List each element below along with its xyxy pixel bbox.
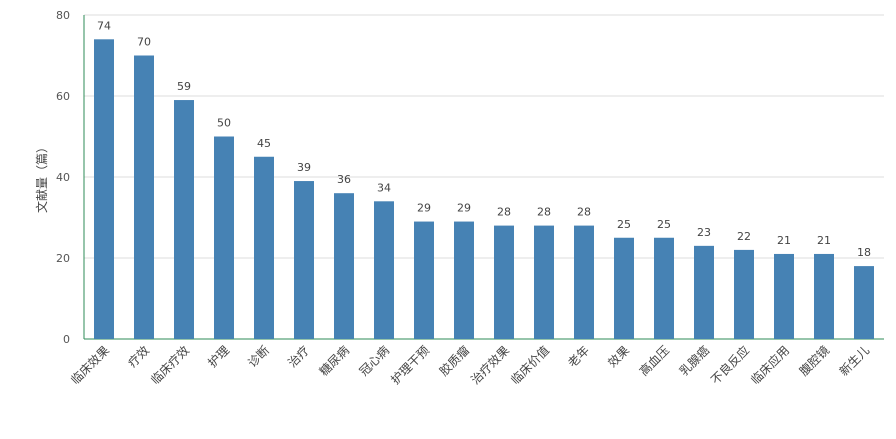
- data-label: 70: [137, 36, 151, 49]
- category-label: 疗效: [125, 343, 153, 371]
- category-labels: 临床效果 疗效临床疗效 护理 诊断 治疗 糖尿病 冠心病护理干预 胶质瘤治疗效果临床价值 老年效…: [68, 343, 873, 388]
- data-label: 59: [177, 80, 191, 93]
- data-label: 39: [297, 161, 311, 174]
- bar[interactable]: [414, 221, 434, 339]
- bar[interactable]: [854, 266, 874, 339]
- data-label: 21: [777, 234, 791, 247]
- category-label: 临床应用: [748, 343, 793, 388]
- category-label: 临床疗效: [148, 343, 193, 388]
- data-label: 50: [217, 117, 231, 130]
- category-label: 护理干预: [388, 343, 432, 387]
- category-label: 治疗效果: [468, 343, 513, 388]
- data-label: 21: [817, 234, 831, 247]
- data-label: 29: [457, 202, 471, 215]
- bar[interactable]: [774, 253, 794, 339]
- data-label: 36: [337, 173, 351, 186]
- data-label: 74: [97, 19, 111, 32]
- bar[interactable]: [494, 225, 514, 339]
- bar[interactable]: [374, 201, 394, 339]
- y-tick-label: 80: [56, 9, 70, 22]
- data-label: 28: [577, 206, 591, 219]
- category-label: 临床效果: [68, 343, 113, 388]
- y-tick-labels: 0 20 40 60 80: [56, 9, 70, 346]
- category-label: 腹腔镜: [796, 343, 832, 379]
- bar[interactable]: [614, 237, 634, 339]
- bar[interactable]: [134, 55, 154, 340]
- data-label: 29: [417, 202, 431, 215]
- y-tick-label: 0: [63, 333, 70, 346]
- data-label: 22: [737, 230, 751, 243]
- bar[interactable]: [694, 245, 714, 339]
- grid-lines: [84, 14, 884, 259]
- bar[interactable]: [534, 225, 554, 339]
- bar[interactable]: [174, 100, 194, 339]
- data-label: 18: [857, 246, 871, 259]
- category-label: 糖尿病: [316, 343, 352, 379]
- bar[interactable]: [254, 156, 274, 339]
- data-label: 28: [497, 206, 511, 219]
- data-label: 28: [537, 206, 551, 219]
- category-label: 高血压: [636, 343, 672, 379]
- category-label: 治疗: [285, 343, 312, 370]
- y-tick-label: 20: [56, 252, 70, 265]
- data-label: 25: [657, 218, 671, 231]
- category-label: 临床价值: [508, 343, 553, 388]
- category-label: 效果: [605, 343, 633, 371]
- category-label: 护理: [205, 343, 232, 370]
- bar[interactable]: [814, 253, 834, 339]
- bar[interactable]: [94, 39, 114, 340]
- y-axis-title: 文献量（篇）: [34, 141, 49, 213]
- data-label: 34: [377, 181, 391, 194]
- bars: [94, 39, 874, 340]
- y-tick-label: 60: [56, 90, 70, 103]
- bar[interactable]: [654, 237, 674, 339]
- data-labels: 74 70 59 50 45 39 36 34 29 29 28 28 28 25 25 23 22 21 21 18: [97, 19, 871, 259]
- category-label: 乳腺癌: [676, 343, 712, 379]
- category-label: 不良反应: [708, 343, 753, 388]
- bar[interactable]: [454, 221, 474, 339]
- bar[interactable]: [734, 249, 754, 339]
- bar[interactable]: [294, 181, 314, 339]
- y-tick-label: 40: [56, 171, 70, 184]
- category-label: 冠心病: [356, 343, 392, 379]
- category-label: 诊断: [245, 343, 273, 371]
- category-label: 新生儿: [836, 343, 872, 379]
- bar[interactable]: [574, 225, 594, 339]
- bar[interactable]: [334, 193, 354, 339]
- data-label: 23: [697, 226, 711, 239]
- data-label: 45: [257, 137, 271, 150]
- bar[interactable]: [214, 136, 234, 340]
- category-label: 胶质瘤: [436, 343, 472, 379]
- data-label: 25: [617, 218, 631, 231]
- category-label: 老年: [565, 343, 592, 370]
